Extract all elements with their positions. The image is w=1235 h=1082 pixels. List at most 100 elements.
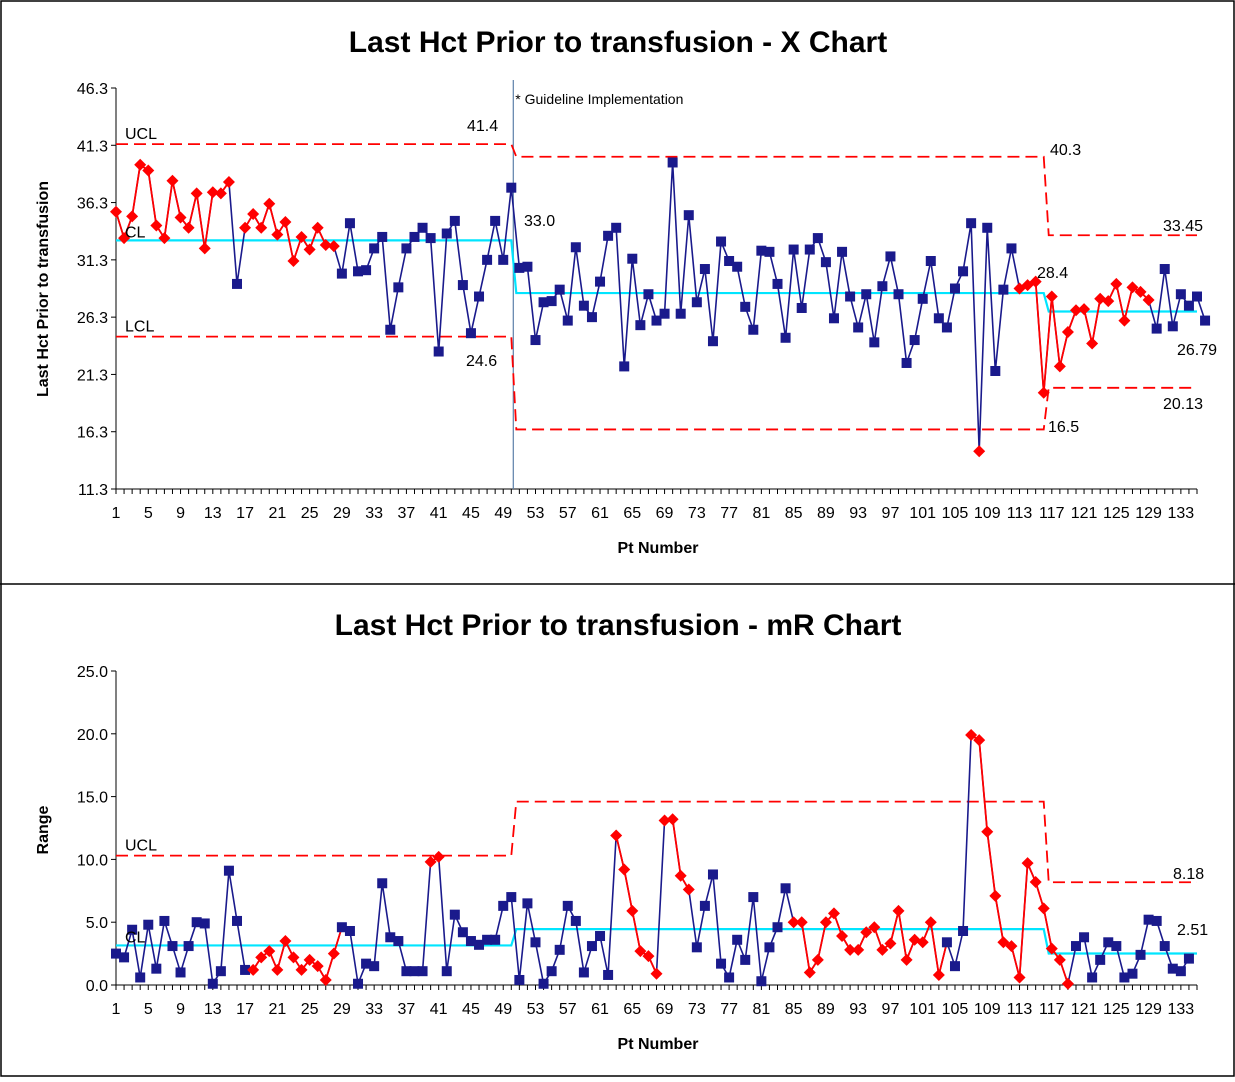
mr-chart-plot: 25.0 20.0 15.0 10.0 5.0 0.01 5 9 13 17 21 25 29 33 37 4… bbox=[77, 664, 1208, 1018]
mr-chart-data-point bbox=[1183, 953, 1194, 964]
mr-chart-signal-point bbox=[666, 813, 679, 826]
x-chart-signal-point bbox=[1037, 386, 1050, 399]
mr-chart-signal-point bbox=[1029, 876, 1042, 889]
mr-chart-data-point bbox=[522, 898, 533, 909]
mr-chart-data-point bbox=[732, 934, 743, 945]
mr-chart-data-point bbox=[353, 978, 364, 989]
x-chart-cl-label: CL bbox=[125, 224, 146, 241]
x-chart-cl-line bbox=[116, 239, 1197, 313]
x-chart-data-point bbox=[966, 218, 977, 229]
x-chart-data-point bbox=[506, 182, 517, 193]
mr-chart-data-point bbox=[167, 941, 178, 952]
x-chart-data-point bbox=[651, 315, 662, 326]
x-chart-signal-point bbox=[158, 232, 171, 245]
x-chart-xtick-label: 77 bbox=[720, 505, 738, 522]
x-chart-xtick-label: 29 bbox=[333, 505, 351, 522]
x-chart-data-point bbox=[917, 293, 928, 304]
mr-chart-data-point bbox=[119, 952, 130, 963]
x-chart-data-point bbox=[433, 346, 444, 357]
mr-chart-data-point bbox=[1175, 966, 1186, 977]
mr-chart-xtick-label: 13 bbox=[204, 1001, 222, 1018]
mr-chart-title: Last Hct Prior to transfusion - mR Chart bbox=[335, 609, 902, 642]
x-chart-data-point bbox=[869, 337, 880, 348]
mr-chart-xtick-label: 73 bbox=[688, 1001, 706, 1018]
mr-chart-signal-point bbox=[626, 904, 639, 917]
x-chart-data-point bbox=[707, 336, 718, 347]
mr-chart-data-point bbox=[586, 941, 597, 952]
x-chart-xtick-label: 1 bbox=[112, 505, 121, 522]
x-chart-data-point bbox=[925, 256, 936, 267]
x-chart-ytick-label: 26.3 bbox=[77, 310, 108, 327]
mr-chart-xtick-label: 117 bbox=[1039, 1001, 1065, 1018]
x-chart-data-point bbox=[740, 301, 751, 312]
mr-chart-xtick-label: 101 bbox=[909, 1001, 936, 1018]
x-chart-data-point bbox=[595, 276, 606, 287]
mr-chart-data-point bbox=[748, 892, 759, 903]
mr-chart-xtick-label: 41 bbox=[430, 1001, 448, 1018]
mr-chart-data-point bbox=[1167, 963, 1178, 974]
x-chart-data-point bbox=[853, 322, 864, 333]
mr-chart-data-point bbox=[603, 969, 614, 980]
x-chart-xtick-label: 25 bbox=[301, 505, 319, 522]
x-chart-signal-point bbox=[1086, 337, 1099, 350]
mr-chart-xtick-label: 49 bbox=[494, 1001, 512, 1018]
x-chart-ucl-label: UCL bbox=[125, 126, 157, 143]
x-chart-xtick-label: 17 bbox=[236, 505, 254, 522]
x-chart-data-point bbox=[716, 236, 727, 247]
x-chart-signal-point bbox=[118, 232, 131, 245]
mr-chart-cl-label: CL bbox=[125, 929, 146, 946]
x-chart-data-point bbox=[861, 289, 872, 300]
x-chart-signal-point bbox=[150, 219, 163, 232]
mr-chart-signal-point bbox=[989, 889, 1002, 902]
mr-chart-xtick-label: 25 bbox=[301, 1001, 319, 1018]
mr-chart-data-point bbox=[1087, 972, 1098, 983]
mr-chart-signal-point bbox=[884, 937, 897, 950]
x-chart-signal-point bbox=[1142, 293, 1155, 306]
mr-chart-signal-point bbox=[618, 863, 631, 876]
mr-chart-signal-line bbox=[664, 818, 690, 890]
mr-chart-ytick-label: 0.0 bbox=[86, 978, 108, 995]
x-chart-ucl3-value: 33.45 bbox=[1163, 218, 1203, 235]
mr-chart-ytick-label: 15.0 bbox=[77, 790, 108, 807]
x-chart-xtick-label: 61 bbox=[591, 505, 609, 522]
x-chart-xtick-label: 57 bbox=[559, 505, 577, 522]
x-chart-data-point bbox=[401, 243, 412, 254]
mr-chart-data-point bbox=[377, 878, 388, 889]
mr-chart-data-point bbox=[482, 934, 493, 945]
mr-chart-data-point bbox=[385, 932, 396, 943]
mr-chart-signal-point bbox=[271, 963, 284, 976]
x-chart-cl3-value: 26.79 bbox=[1177, 342, 1217, 359]
x-chart-ytick-label: 31.3 bbox=[77, 253, 108, 270]
x-chart-data-point bbox=[820, 257, 831, 268]
x-chart-signal-point bbox=[1061, 326, 1074, 339]
x-chart-signal-point bbox=[295, 230, 308, 243]
x-chart-data-point bbox=[1167, 321, 1178, 332]
x-chart-signal-point bbox=[166, 174, 179, 187]
mr-chart-signal-point bbox=[852, 943, 865, 956]
mr-chart-ytick-label: 5.0 bbox=[86, 915, 108, 932]
mr-chart-data-point bbox=[691, 942, 702, 953]
mr-chart-data-point bbox=[240, 964, 251, 975]
mr-chart-signal-point bbox=[263, 945, 276, 958]
x-chart-signal-point bbox=[222, 175, 235, 188]
x-chart-ytick-label: 16.3 bbox=[77, 425, 108, 442]
mr-chart-signal-point bbox=[287, 951, 300, 964]
mr-chart-data-point bbox=[1103, 937, 1114, 948]
mr-chart-xtick-label: 69 bbox=[656, 1001, 674, 1018]
x-chart-guideline-label: * Guideline Implementation bbox=[515, 91, 683, 107]
mr-chart-signal-point bbox=[868, 921, 881, 934]
x-chart-data-point bbox=[603, 230, 614, 241]
mr-chart-data-point bbox=[111, 948, 121, 959]
x-chart-ytick-label: 11.3 bbox=[78, 482, 108, 499]
x-chart-xtick-label: 13 bbox=[204, 505, 222, 522]
x-chart-xtick-label: 101 bbox=[909, 505, 936, 522]
x-chart-data-point bbox=[369, 243, 380, 254]
x-chart-data-point bbox=[474, 291, 485, 302]
mr-chart-data-point bbox=[1111, 941, 1122, 952]
mr-chart-data-point bbox=[457, 927, 468, 938]
mr-chart-data-point bbox=[344, 925, 355, 936]
mr-chart-signal-point bbox=[1021, 857, 1034, 870]
x-chart-data-point bbox=[514, 262, 525, 273]
x-chart-data-point bbox=[385, 324, 396, 335]
mr-chart-data-point bbox=[143, 919, 154, 930]
